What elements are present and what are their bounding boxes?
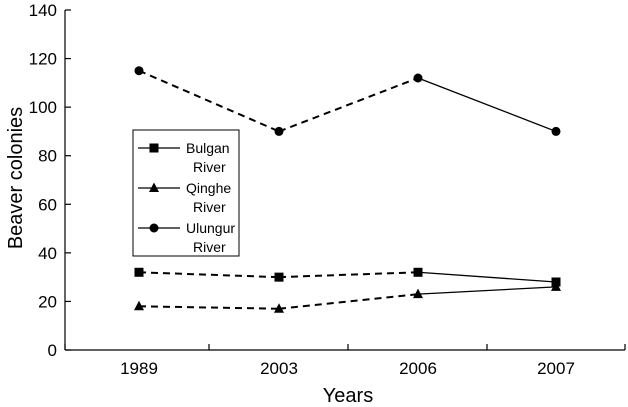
legend-label: Ulungur — [186, 220, 235, 236]
series-line-segment — [138, 69, 280, 133]
legend-marker-square — [149, 143, 159, 153]
legend-label: Qinghe — [186, 180, 231, 196]
legend-entry: Ulungur River — [138, 220, 235, 255]
legend-marker-triangle — [149, 182, 159, 192]
data-point-circle — [274, 126, 284, 136]
legend-entry: Bulgan River — [138, 140, 230, 175]
data-point-square — [274, 272, 284, 282]
series-triangle — [134, 281, 561, 313]
y-tick-label: 60 — [38, 195, 57, 214]
y-tick-label: 20 — [38, 292, 57, 311]
series-line-segment — [278, 77, 419, 133]
x-tick-label: 1989 — [120, 359, 158, 378]
y-tick-label: 140 — [29, 1, 57, 20]
y-tick-label: 40 — [38, 244, 57, 263]
x-axis-title: Years — [323, 385, 373, 407]
y-tick-label: 0 — [48, 341, 57, 360]
x-axis-ticks: 1989 2003 2006 2007 — [64, 344, 626, 378]
y-axis-ticks: 0 20 40 60 80 100 120 140 — [29, 1, 71, 360]
data-point-circle — [551, 126, 561, 136]
series-line-segment — [138, 271, 280, 279]
series-line-segment — [417, 271, 557, 283]
series-circle — [134, 66, 561, 136]
legend-label: River — [193, 239, 226, 255]
series-line-segment — [417, 77, 557, 133]
x-tick-label: 2007 — [537, 359, 575, 378]
legend-marker-circle — [149, 223, 159, 233]
series-line-segment — [278, 271, 419, 279]
data-point-circle — [134, 66, 144, 76]
axes — [64, 10, 625, 351]
y-axis-title: Beaver colonies — [5, 107, 27, 249]
data-point-triangle — [413, 288, 423, 299]
series-line-segment — [138, 305, 280, 310]
y-tick-label: 120 — [29, 50, 57, 69]
x-tick-label: 2003 — [260, 359, 298, 378]
data-point-square — [134, 267, 144, 277]
series-line-segment — [417, 286, 557, 295]
legend: Bulgan River Qinghe River Ulungur River — [132, 129, 240, 257]
x-tick-label: 2006 — [399, 359, 437, 378]
legend-entry: Qinghe River — [138, 180, 231, 215]
y-tick-label: 80 — [38, 147, 57, 166]
data-point-triangle — [134, 300, 144, 311]
series-square — [134, 267, 561, 287]
series-line-segment — [278, 293, 419, 310]
legend-label: Bulgan — [186, 140, 230, 156]
data-point-circle — [413, 73, 423, 83]
legend-label: River — [193, 199, 226, 215]
data-point-triangle — [551, 281, 561, 291]
y-tick-label: 100 — [29, 98, 57, 117]
data-point-square — [413, 267, 423, 277]
series-layer — [134, 66, 561, 313]
legend-label: River — [193, 159, 226, 175]
data-point-triangle — [274, 303, 284, 313]
